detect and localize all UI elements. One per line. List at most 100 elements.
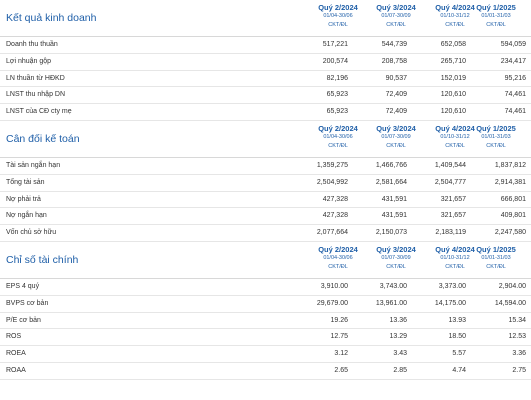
row-label: ROEA xyxy=(6,350,26,358)
column-header: Quý 1/2025 01/01-31/03 CKT/ĐL xyxy=(461,245,531,272)
audit-status: CKT/ĐL xyxy=(486,22,506,28)
cell-value: 72,409 xyxy=(385,91,407,99)
cell-value: 431,591 xyxy=(381,212,407,220)
row-label: Tổng tài sản xyxy=(6,178,45,186)
row-label: LNST của CĐ cty mẹ xyxy=(6,108,72,116)
cell-value: 95,216 xyxy=(504,74,526,82)
cell-value: 652,058 xyxy=(440,41,466,48)
column-header: Quý 3/2024 01/07-30/09 CKT/ĐL xyxy=(361,245,431,272)
row-label: Nợ ngắn hạn xyxy=(6,212,47,220)
row-label: Tài sản ngắn hạn xyxy=(6,161,61,169)
quarter-label[interactable]: Quý 4/2024 xyxy=(435,244,475,254)
audit-status: CKT/ĐL xyxy=(328,22,348,28)
quarter-label[interactable]: Quý 3/2024 xyxy=(376,123,416,133)
date-range: 01/01-31/03 xyxy=(481,13,511,19)
quarter-label[interactable]: Quý 1/2025 xyxy=(476,3,516,12)
cell-value: 200,574 xyxy=(322,57,348,65)
cell-value: 321,657 xyxy=(440,195,466,203)
cell-value: 2,904.00 xyxy=(498,282,526,290)
table-row: Nợ ngắn hạn 427,328 431,591 321,657 409,… xyxy=(0,208,531,226)
cell-value: 74,461 xyxy=(504,91,526,99)
column-header: Quý 3/2024 01/07-30/09 CKT/ĐL xyxy=(361,124,431,151)
cell-value: 2.65 xyxy=(334,366,348,374)
cell-value: 13.36 xyxy=(389,316,407,324)
audit-status: CKT/ĐL xyxy=(328,142,348,149)
row-label: ROAA xyxy=(6,366,26,374)
date-range: 01/07-30/09 xyxy=(381,254,411,261)
table-row: Nợ phải trả 427,328 431,591 321,657 666,… xyxy=(0,192,531,209)
row-label: BVPS cơ bản xyxy=(6,299,49,307)
column-header: Quý 1/2025 01/01-31/03 CKT/ĐL xyxy=(461,124,531,151)
quarter-label[interactable]: Quý 3/2024 xyxy=(376,3,416,12)
quarter-label[interactable]: Quý 2/2024 xyxy=(318,3,358,12)
section-header: Kết quả kinh doanh Quý 2/2024 01/04-30/0… xyxy=(0,0,531,37)
audit-status: CKT/ĐL xyxy=(386,142,406,149)
column-header: Quý 1/2025 01/01-31/03 CKT/ĐL xyxy=(461,3,531,30)
date-range: 01/01-31/03 xyxy=(481,254,511,261)
cell-value: 3.12 xyxy=(334,350,348,358)
cell-value: 1,409,544 xyxy=(434,161,466,169)
table-row: LNST của CĐ cty mẹ 65,923 72,409 120,610… xyxy=(0,104,531,121)
cell-value: 120,610 xyxy=(440,108,466,116)
cell-value: 82,196 xyxy=(326,74,348,82)
row-label: Doanh thu thuần xyxy=(6,41,58,48)
audit-status: CKT/ĐL xyxy=(386,263,406,270)
financial-ratios-section: Chỉ số tài chính Quý 2/2024 01/04-30/06 … xyxy=(0,242,531,380)
balance-sheet-section: Cân đối kế toán Quý 2/2024 01/04-30/06 C… xyxy=(0,121,531,242)
audit-status: CKT/ĐL xyxy=(445,22,465,28)
table-row: LNST thu nhập DN 65,923 72,409 120,610 7… xyxy=(0,87,531,105)
cell-value: 208,758 xyxy=(381,57,407,65)
cell-value: 120,610 xyxy=(440,91,466,99)
cell-value: 666,801 xyxy=(500,195,526,203)
audit-status: CKT/ĐL xyxy=(445,142,465,149)
quarter-label[interactable]: Quý 4/2024 xyxy=(435,3,475,12)
row-label: Nợ phải trả xyxy=(6,195,41,203)
column-header: Quý 2/2024 01/04-30/06 CKT/ĐL xyxy=(303,124,373,151)
table-row: EPS 4 quý 3,910.00 3,743.00 3,373.00 2,9… xyxy=(0,279,531,296)
cell-value: 3,743.00 xyxy=(379,282,407,290)
cell-value: 427,328 xyxy=(322,195,348,203)
cell-value: 1,359,275 xyxy=(316,161,348,169)
section-title[interactable]: Chỉ số tài chính xyxy=(6,253,79,266)
table-row: Vốn chủ sở hữu 2,077,664 2,150,073 2,183… xyxy=(0,225,531,242)
table-row: BVPS cơ bản 29,679.00 13,961.00 14,175.0… xyxy=(0,296,531,313)
section-header: Chỉ số tài chính Quý 2/2024 01/04-30/06 … xyxy=(0,242,531,279)
section-title[interactable]: Cân đối kế toán xyxy=(6,132,80,145)
quarter-label[interactable]: Quý 2/2024 xyxy=(318,244,358,254)
section-title[interactable]: Kết quả kinh doanh xyxy=(6,12,97,24)
cell-value: 29,679.00 xyxy=(316,299,348,307)
table-row: Doanh thu thuần 517,221 544,739 652,058 … xyxy=(0,37,531,54)
date-range: 01/04-30/06 xyxy=(323,254,353,261)
row-label: Vốn chủ sở hữu xyxy=(6,229,57,237)
row-label: P/E cơ bản xyxy=(6,316,41,324)
cell-value: 5.57 xyxy=(452,350,466,358)
cell-value: 65,923 xyxy=(326,91,348,99)
row-label: LN thuần từ HĐKD xyxy=(6,74,65,82)
cell-value: 90,537 xyxy=(385,74,407,82)
cell-value: 2,581,664 xyxy=(375,178,407,186)
cell-value: 265,710 xyxy=(440,57,466,65)
quarter-label[interactable]: Quý 3/2024 xyxy=(376,244,416,254)
quarter-label[interactable]: Quý 4/2024 xyxy=(435,123,475,133)
cell-value: 13.29 xyxy=(389,333,407,341)
quarter-label[interactable]: Quý 1/2025 xyxy=(476,244,516,254)
cell-value: 3.43 xyxy=(393,350,407,358)
cell-value: 18.50 xyxy=(448,333,466,341)
quarter-label[interactable]: Quý 2/2024 xyxy=(318,123,358,133)
cell-value: 19.26 xyxy=(330,316,348,324)
column-header: Quý 3/2024 01/07-30/09 CKT/ĐL xyxy=(361,3,431,30)
cell-value: 12.75 xyxy=(330,333,348,341)
cell-value: 431,591 xyxy=(381,195,407,203)
cell-value: 4.74 xyxy=(452,366,466,374)
cell-value: 2.85 xyxy=(393,366,407,374)
cell-value: 65,923 xyxy=(326,108,348,116)
cell-value: 15.34 xyxy=(508,316,526,324)
cell-value: 3,910.00 xyxy=(320,282,348,290)
cell-value: 72,409 xyxy=(385,108,407,116)
audit-status: CKT/ĐL xyxy=(486,142,506,149)
audit-status: CKT/ĐL xyxy=(386,22,406,28)
cell-value: 152,019 xyxy=(440,74,466,82)
column-header: Quý 4/2024 01/10-31/12 CKT/ĐL xyxy=(420,3,490,30)
cell-value: 1,837,812 xyxy=(494,161,526,169)
quarter-label[interactable]: Quý 1/2025 xyxy=(476,123,516,133)
